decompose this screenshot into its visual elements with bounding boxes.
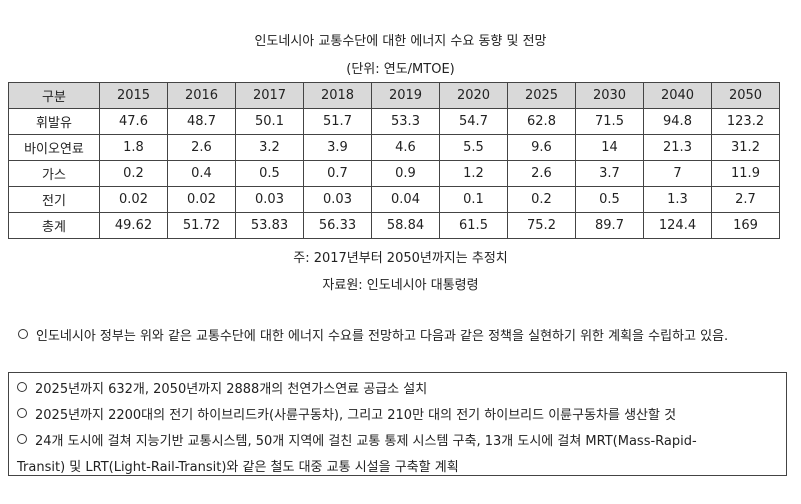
- table-cell: 3.9: [303, 134, 372, 161]
- table-cell: 0.7: [303, 160, 372, 187]
- table-cell: 0.2: [507, 186, 576, 213]
- table-row: 가스 0.2 0.4 0.5 0.7 0.9 1.2 2.6 3.7 7 11.9: [8, 160, 780, 187]
- table-cell: 2.6: [507, 160, 576, 187]
- row-label-cell: 전기: [8, 186, 100, 213]
- table-cell: 2.6: [167, 134, 236, 161]
- table-unit: (단위: 연도/MTOE): [346, 62, 455, 77]
- list-item: 2025년까지 632개, 2050년까지 2888개의 천연가스연료 공급소 …: [17, 377, 778, 403]
- table-cell: 0.03: [235, 186, 304, 213]
- table-cell: 0.5: [235, 160, 304, 187]
- table-row: 총계 49.62 51.72 53.83 56.33 58.84 61.5 75.2 89.7 1…: [8, 212, 780, 239]
- table-cell: 21.3: [643, 134, 712, 161]
- table-cell: 0.02: [167, 186, 236, 213]
- table-cell: 47.6: [99, 108, 168, 135]
- table-cell: 0.9: [371, 160, 440, 187]
- header-cell-year: 2030: [575, 82, 644, 109]
- table-cell: 1.2: [439, 160, 508, 187]
- table-cell: 123.2: [711, 108, 780, 135]
- table-cell: 54.7: [439, 108, 508, 135]
- header-cell-year: 2040: [643, 82, 712, 109]
- table-cell: 75.2: [507, 212, 576, 239]
- summary-text: 인도네시아 정부는 위와 같은 교통수단에 대한 에너지 수요를 전망하고 다음…: [36, 329, 729, 344]
- list-item: 2025년까지 2200대의 전기 하이브리드카(사륜구동차), 그리고 210…: [17, 403, 778, 429]
- header-cell-category: 구분: [8, 82, 100, 109]
- table-cell: 11.9: [711, 160, 780, 187]
- circle-bullet-icon: [18, 329, 28, 339]
- circle-bullet-icon: [17, 408, 27, 418]
- header-cell-year: 2017: [235, 82, 304, 109]
- table-row: 전기 0.02 0.02 0.03 0.03 0.04 0.1 0.2 0.5 1.3 2.7: [8, 186, 780, 213]
- list-item: 24개 도시에 걸쳐 지능기반 교통시스템, 50개 지역에 걸친 교통 통제 …: [17, 429, 778, 455]
- table-cell: 2.7: [711, 186, 780, 213]
- table-cell: 61.5: [439, 212, 508, 239]
- row-label-cell: 휘발유: [8, 108, 100, 135]
- table-cell: 53.83: [235, 212, 304, 239]
- table-cell: 51.72: [167, 212, 236, 239]
- table-cell: 0.5: [575, 186, 644, 213]
- header-cell-year: 2015: [99, 82, 168, 109]
- header-cell-year: 2050: [711, 82, 780, 109]
- table-cell: 0.2: [99, 160, 168, 187]
- table-cell: 58.84: [371, 212, 440, 239]
- table-cell: 62.8: [507, 108, 576, 135]
- table-cell: 0.04: [371, 186, 440, 213]
- table-cell: 89.7: [575, 212, 644, 239]
- table-cell: 5.5: [439, 134, 508, 161]
- row-label-cell: 가스: [8, 160, 100, 187]
- table-note: 주: 2017년부터 2050년까지는 추정치: [293, 251, 508, 266]
- table-cell: 0.4: [167, 160, 236, 187]
- row-label-cell: 바이오연료: [8, 134, 100, 161]
- table-cell: 0.1: [439, 186, 508, 213]
- table-cell: 3.7: [575, 160, 644, 187]
- table-cell: 9.6: [507, 134, 576, 161]
- table-cell: 49.62: [99, 212, 168, 239]
- table-row: 휘발유 47.6 48.7 50.1 51.7 53.3 54.7 62.8 71.5 94.8 1…: [8, 108, 780, 135]
- table-cell: 50.1: [235, 108, 304, 135]
- table-cell: 124.4: [643, 212, 712, 239]
- table-cell: 48.7: [167, 108, 236, 135]
- table-cell: 31.2: [711, 134, 780, 161]
- table-cell: 0.03: [303, 186, 372, 213]
- table-title: 인도네시아 교통수단에 대한 에너지 수요 동향 및 전망: [254, 34, 547, 49]
- table-cell: 7: [643, 160, 712, 187]
- energy-demand-table: 구분 2015 2016 2017 2018 2019 2020 2025 20…: [8, 82, 780, 239]
- header-cell-year: 2016: [167, 82, 236, 109]
- header-cell-year: 2020: [439, 82, 508, 109]
- table-cell: 53.3: [371, 108, 440, 135]
- circle-bullet-icon: [17, 382, 27, 392]
- row-label-cell: 총계: [8, 212, 100, 239]
- table-cell: 0.02: [99, 186, 168, 213]
- table-row: 바이오연료 1.8 2.6 3.2 3.9 4.6 5.5 9.6 14 21.3 31.2: [8, 134, 780, 161]
- table-source: 자료원: 인도네시아 대통령령: [322, 278, 479, 293]
- header-cell-year: 2019: [371, 82, 440, 109]
- table-cell: 1.8: [99, 134, 168, 161]
- header-cell-year: 2025: [507, 82, 576, 109]
- header-cell-year: 2018: [303, 82, 372, 109]
- policy-plan-box: 2025년까지 632개, 2050년까지 2888개의 천연가스연료 공급소 …: [8, 372, 787, 476]
- table-cell: 1.3: [643, 186, 712, 213]
- table-cell: 94.8: [643, 108, 712, 135]
- table-cell: 71.5: [575, 108, 644, 135]
- table-cell: 51.7: [303, 108, 372, 135]
- circle-bullet-icon: [17, 434, 27, 444]
- table-cell: 14: [575, 134, 644, 161]
- summary-paragraph: 인도네시아 정부는 위와 같은 교통수단에 대한 에너지 수요를 전망하고 다음…: [18, 325, 728, 344]
- table-cell: 169: [711, 212, 780, 239]
- table-cell: 56.33: [303, 212, 372, 239]
- table-header-row: 구분 2015 2016 2017 2018 2019 2020 2025 20…: [8, 82, 780, 109]
- table-cell: 3.2: [235, 134, 304, 161]
- list-item-continuation: Transit) 및 LRT(Light-Rail-Transit)와 같은 철…: [17, 460, 459, 475]
- table-cell: 4.6: [371, 134, 440, 161]
